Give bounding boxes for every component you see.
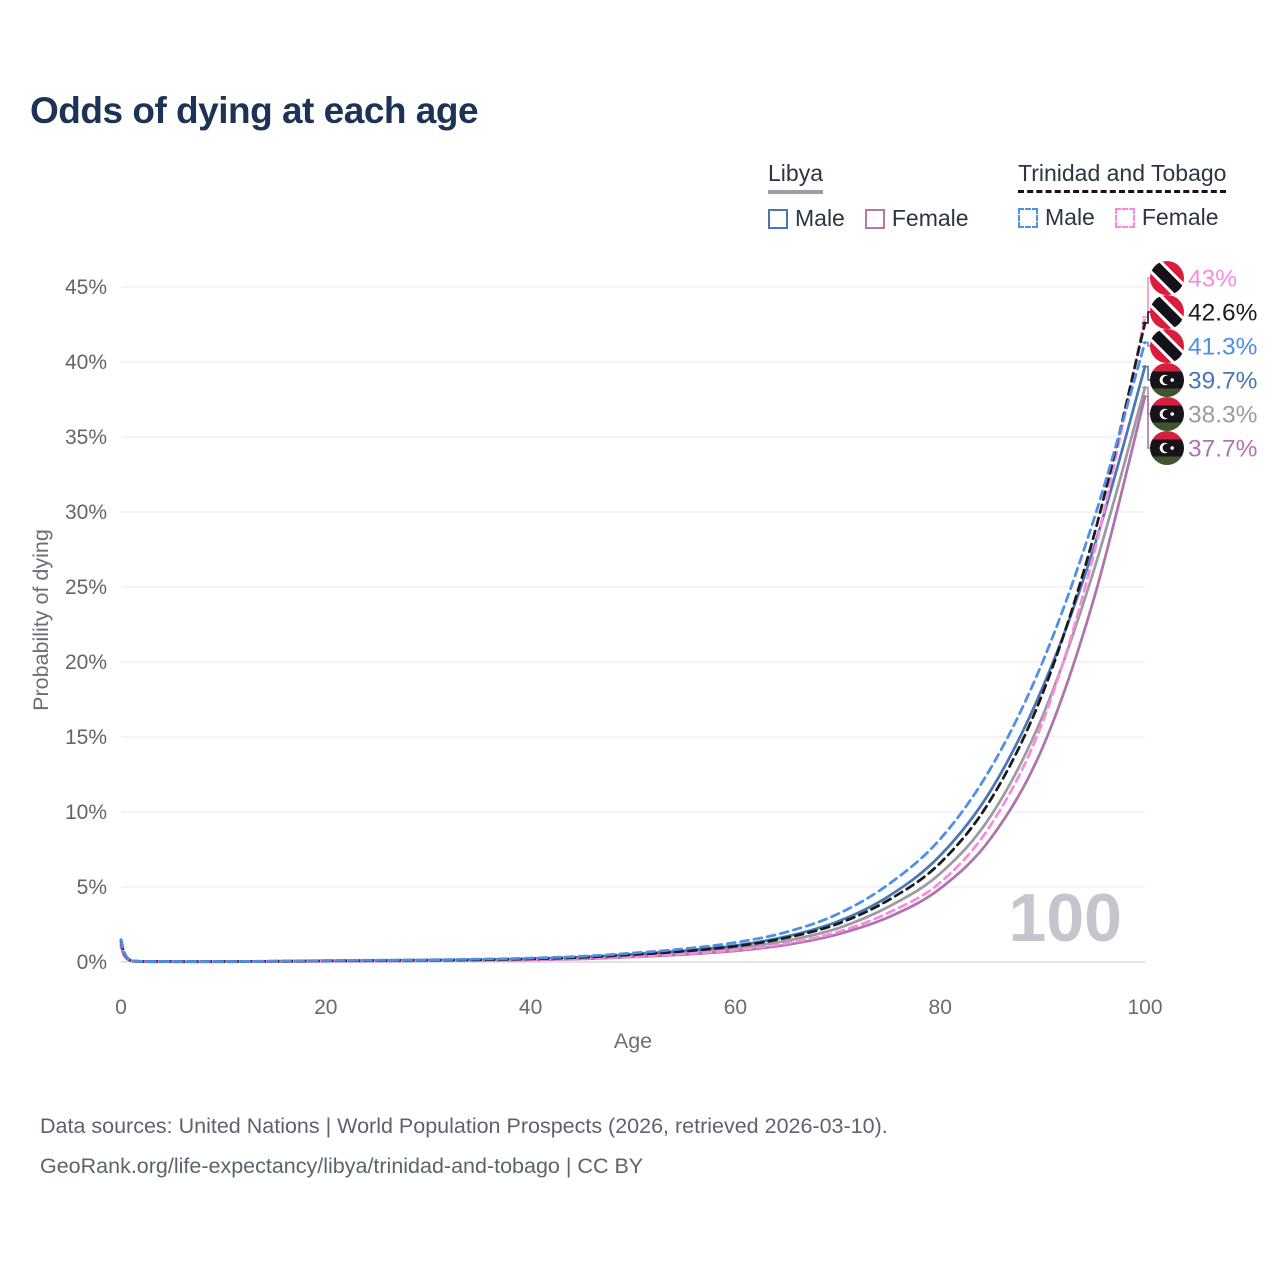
- y-tick-5: 5%: [77, 876, 107, 899]
- series-line-trinidad-and-tobago-male[interactable]: [119, 341, 1147, 963]
- legend-group-title-trinidad-and-tobago[interactable]: Trinidad and Tobago: [1018, 160, 1227, 193]
- x-tick-60: 60: [724, 996, 747, 1019]
- end-value-label-libya-female: 37.7%: [1188, 436, 1257, 463]
- y-tick-10: 10%: [65, 801, 107, 824]
- legend-items-libya: Male Female: [768, 205, 969, 232]
- x-axis-title: Age: [614, 1029, 652, 1053]
- legend-swatch-libya-male: [768, 208, 788, 229]
- legend-group-trinidad-and-tobago: Trinidad and Tobago Male Female: [1018, 160, 1227, 231]
- label-connector: [1142, 365, 1151, 381]
- y-tick-25: 25%: [65, 576, 107, 599]
- series-line-libya-female[interactable]: [119, 395, 1147, 964]
- x-tick-0: 0: [115, 996, 127, 1019]
- legend-item-tt-male[interactable]: Male: [1018, 204, 1095, 231]
- legend-item-libya-female[interactable]: Female: [864, 205, 969, 232]
- legend-item-tt-female[interactable]: Female: [1114, 204, 1219, 231]
- x-tick-20: 20: [314, 996, 337, 1019]
- chart-title: Odds of dying at each age: [30, 90, 479, 131]
- end-value-label-trinidad-and-tobago-male: 41.3%: [1188, 334, 1257, 361]
- y-tick-35: 35%: [65, 426, 107, 449]
- series-line-trinidad-and-tobago-both-sexes[interactable]: [119, 321, 1147, 963]
- label-connector: [1142, 277, 1151, 318]
- series-line-trinidad-and-tobago-female[interactable]: [119, 315, 1147, 964]
- legend-label-libya-female: Female: [891, 205, 969, 231]
- libya-flag: [1150, 431, 1184, 465]
- libya-flag: [1150, 363, 1184, 397]
- y-tick-30: 30%: [65, 501, 107, 524]
- source-note: Data sources: United Nations | World Pop…: [40, 1106, 888, 1186]
- legend-label-libya-male: Male: [795, 205, 845, 231]
- y-tick-20: 20%: [65, 651, 107, 674]
- legend-label-tt-female: Female: [1141, 204, 1219, 230]
- legend-swatch-tt-female: [1114, 207, 1135, 228]
- libya-flag: [1150, 397, 1184, 431]
- end-value-label-trinidad-and-tobago-female: 43%: [1188, 266, 1237, 293]
- x-tick-80: 80: [929, 996, 952, 1019]
- legend-item-libya-male[interactable]: Male: [768, 205, 845, 232]
- y-tick-40: 40%: [65, 351, 107, 374]
- series-line-libya-male[interactable]: [119, 365, 1147, 963]
- y-tick-15: 15%: [65, 726, 107, 749]
- end-value-label-trinidad-and-tobago-both-sexes: 42.6%: [1188, 300, 1257, 327]
- label-connector: [1142, 311, 1151, 324]
- legend-swatch-tt-male: [1018, 207, 1038, 228]
- source-line-2: GeoRank.org/life-expectancy/libya/trinid…: [40, 1154, 644, 1178]
- source-line-1: Data sources: United Nations | World Pop…: [40, 1114, 888, 1138]
- legend-group-libya: Libya Male Female: [768, 160, 969, 232]
- legend-swatch-libya-female: [864, 208, 885, 229]
- legend-items-trinidad-and-tobago: Male Female: [1018, 204, 1226, 231]
- legend-group-title-libya[interactable]: Libya: [768, 160, 823, 194]
- label-connector: [1142, 341, 1151, 347]
- label-connector: [1142, 395, 1151, 449]
- y-tick-45: 45%: [65, 276, 107, 299]
- y-tick-0: 0%: [77, 951, 107, 974]
- series-line-libya-both-sexes[interactable]: [119, 386, 1147, 964]
- age-watermark: 100: [1009, 880, 1122, 956]
- end-value-label-libya-both-sexes: 38.3%: [1188, 402, 1257, 429]
- legend-label-tt-male: Male: [1045, 204, 1095, 230]
- x-tick-100: 100: [1127, 996, 1162, 1019]
- y-axis-title: Probability of dying: [29, 529, 53, 711]
- x-tick-40: 40: [519, 996, 542, 1019]
- end-value-label-libya-male: 39.7%: [1188, 368, 1257, 395]
